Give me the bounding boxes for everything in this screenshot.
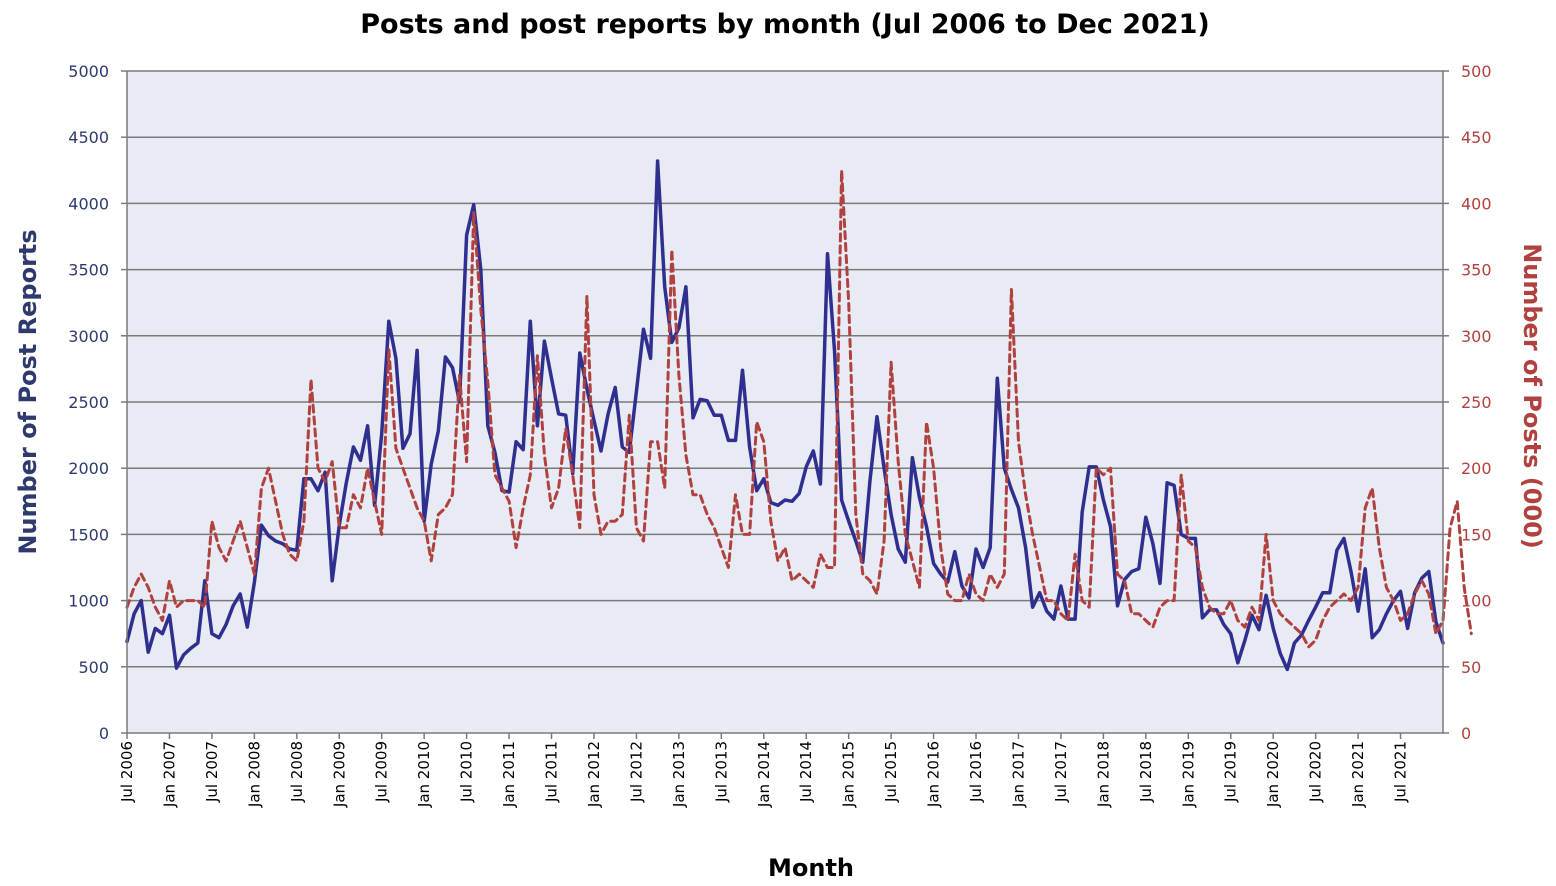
x-tick-label: Jul 2021 xyxy=(1392,741,1410,803)
left-tick-label: 5000 xyxy=(68,62,109,81)
x-tick-label: Jul 2020 xyxy=(1307,741,1325,803)
right-tick-label: 450 xyxy=(1461,128,1492,147)
x-tick-label: Jan 2011 xyxy=(500,741,518,808)
x-tick-label: Jan 2020 xyxy=(1264,741,1282,808)
x-tick-label: Jan 2021 xyxy=(1349,741,1367,808)
x-tick-label: Jan 2007 xyxy=(160,741,178,808)
left-tick-label: 2500 xyxy=(68,393,109,412)
x-axis-title: Month xyxy=(768,854,854,882)
gridlines xyxy=(127,70,1443,668)
left-tick-label: 0 xyxy=(99,724,109,743)
x-tick-label: Jan 2015 xyxy=(840,741,858,808)
x-tick-label: Jul 2017 xyxy=(1052,741,1070,803)
right-tick-label: 250 xyxy=(1461,393,1492,412)
right-tick-label: 0 xyxy=(1461,724,1471,743)
x-tick-label: Jul 2009 xyxy=(373,741,391,803)
right-tick-label: 500 xyxy=(1461,62,1492,81)
right-tick-label: 350 xyxy=(1461,261,1492,280)
x-tick-label: Jul 2016 xyxy=(967,741,985,803)
left-y-axis-title: Number of Post Reports xyxy=(14,229,42,554)
x-tick-label: Jan 2010 xyxy=(415,741,433,808)
right-tick-label: 100 xyxy=(1461,592,1492,611)
x-tick-label: Jul 2019 xyxy=(1222,741,1240,803)
x-tick-label: Jul 2006 xyxy=(118,741,136,803)
left-y-axis-ticks: 0 500 1000 1500 2000 2500 3000 3500 4000 4500 5000 xyxy=(68,62,127,743)
x-tick-label: Jan 2009 xyxy=(330,741,348,808)
x-tick-label: Jan 2017 xyxy=(1009,741,1027,808)
right-tick-label: 50 xyxy=(1461,658,1481,677)
x-tick-label: Jan 2008 xyxy=(245,741,263,808)
x-tick-label: Jan 2012 xyxy=(585,741,603,808)
x-tick-label: Jul 2007 xyxy=(203,741,221,803)
post-reports-line xyxy=(125,159,1445,672)
x-tick-label: Jan 2016 xyxy=(925,741,943,808)
left-tick-label: 4500 xyxy=(68,128,109,147)
x-tick-label: Jul 2010 xyxy=(458,741,476,803)
left-tick-label: 3500 xyxy=(68,261,109,280)
x-tick-label: Jan 2019 xyxy=(1179,741,1197,808)
right-tick-label: 200 xyxy=(1461,459,1492,478)
left-tick-label: 500 xyxy=(78,658,109,677)
x-tick-label: Jul 2014 xyxy=(797,741,815,803)
x-tick-label: Jan 2013 xyxy=(670,741,688,808)
x-tick-label: Jul 2018 xyxy=(1137,741,1155,803)
left-tick-label: 1500 xyxy=(68,525,109,544)
right-y-axis-title: Number of Posts (000) xyxy=(1518,243,1546,549)
left-tick-label: 1000 xyxy=(68,592,109,611)
right-tick-label: 300 xyxy=(1461,327,1492,346)
right-y-axis-ticks: 0 50 100 150 200 250 300 350 400 450 500 xyxy=(1443,62,1492,743)
x-tick-label: Jan 2014 xyxy=(755,741,773,808)
posts-line xyxy=(125,168,1473,649)
right-tick-label: 400 xyxy=(1461,194,1492,213)
right-tick-label: 150 xyxy=(1461,525,1492,544)
series-layer xyxy=(125,159,1473,672)
x-tick-label: Jan 2018 xyxy=(1094,741,1112,808)
x-tick-label: Jul 2008 xyxy=(288,741,306,803)
x-axis-ticks: Jul 2006 Jan 2007 Jul 2007 Jan 2008 Jul 2008… xyxy=(118,733,1410,808)
x-tick-label: Jul 2012 xyxy=(627,741,645,803)
left-tick-label: 4000 xyxy=(68,194,109,213)
chart-title: Posts and post reports by month (Jul 200… xyxy=(360,9,1209,40)
x-tick-label: Jul 2015 xyxy=(882,741,900,803)
left-tick-label: 3000 xyxy=(68,327,109,346)
x-tick-label: Jul 2011 xyxy=(543,741,561,803)
left-tick-label: 2000 xyxy=(68,459,109,478)
x-tick-label: Jul 2013 xyxy=(712,741,730,803)
